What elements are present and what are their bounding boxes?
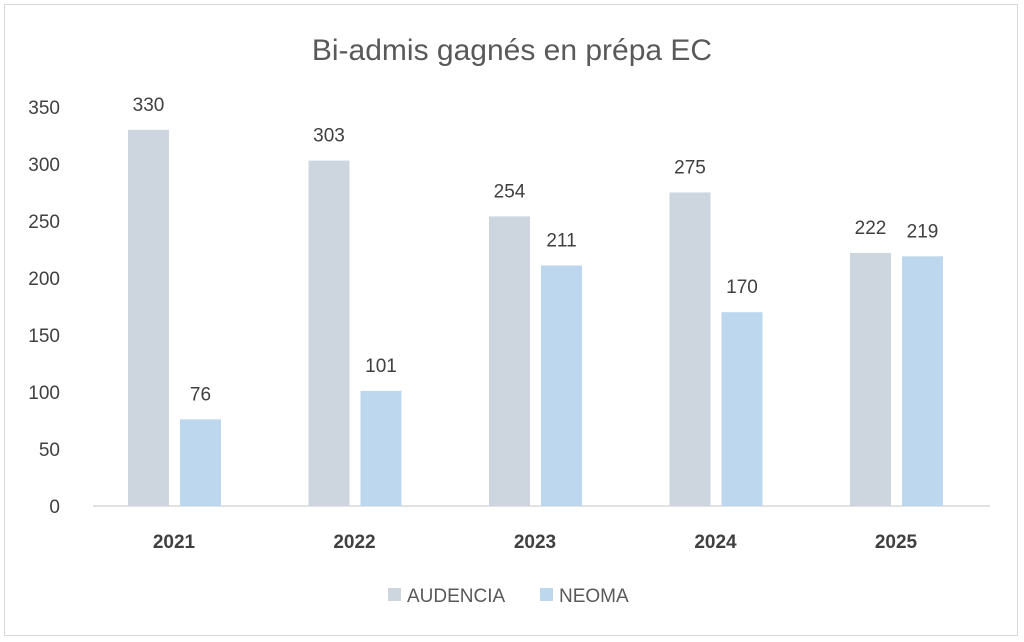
y-tick-label: 50 xyxy=(39,440,60,461)
bar-audencia-2024 xyxy=(669,192,711,506)
legend-label-neoma: NEOMA xyxy=(559,586,629,607)
bar-neoma-2024 xyxy=(721,312,763,506)
x-axis: 2021 2022 2023 2024 2025 xyxy=(153,532,918,553)
legend-swatch-neoma xyxy=(540,588,553,601)
data-label: 275 xyxy=(674,158,706,179)
x-tick-label: 2021 xyxy=(153,532,196,553)
legend-label-audencia: AUDENCIA xyxy=(407,586,506,607)
y-tick-label: 150 xyxy=(28,326,60,347)
bars: 330 76 303 101 254 211 275 170 222 219 xyxy=(128,95,943,507)
y-tick-label: 100 xyxy=(28,383,60,404)
bar-audencia-2023 xyxy=(489,216,530,506)
chart-title: Bi-admis gagnés en prépa EC xyxy=(312,34,712,67)
bar-neoma-2021 xyxy=(180,419,221,506)
data-label: 170 xyxy=(726,277,758,298)
data-label: 254 xyxy=(494,181,526,202)
bar-neoma-2025 xyxy=(902,256,943,506)
data-label: 101 xyxy=(365,356,397,377)
data-label: 303 xyxy=(313,126,345,147)
y-tick-label: 250 xyxy=(28,212,60,233)
data-label: 211 xyxy=(546,230,576,251)
data-label: 222 xyxy=(855,218,887,239)
x-tick-label: 2025 xyxy=(875,532,918,553)
bar-audencia-2021 xyxy=(128,129,169,507)
legend-swatch-audencia xyxy=(388,588,401,601)
chart-frame xyxy=(4,4,1018,636)
y-tick-label: 200 xyxy=(28,269,60,290)
bar-audencia-2022 xyxy=(308,160,350,506)
bar-audencia-2025 xyxy=(850,252,891,506)
bar-neoma-2022 xyxy=(360,390,402,506)
x-tick-label: 2022 xyxy=(333,532,375,553)
data-label: 330 xyxy=(133,95,165,116)
bar-neoma-2023 xyxy=(541,265,582,506)
y-tick-label: 300 xyxy=(28,155,60,176)
y-axis: 0 50 100 150 200 250 300 350 xyxy=(28,98,60,518)
x-tick-label: 2024 xyxy=(694,532,737,553)
legend: AUDENCIA NEOMA xyxy=(388,586,629,607)
data-label: 219 xyxy=(907,221,939,242)
x-tick-label: 2023 xyxy=(514,532,556,553)
y-tick-label: 0 xyxy=(49,497,60,518)
data-label: 76 xyxy=(190,384,211,405)
y-tick-label: 350 xyxy=(28,98,60,119)
